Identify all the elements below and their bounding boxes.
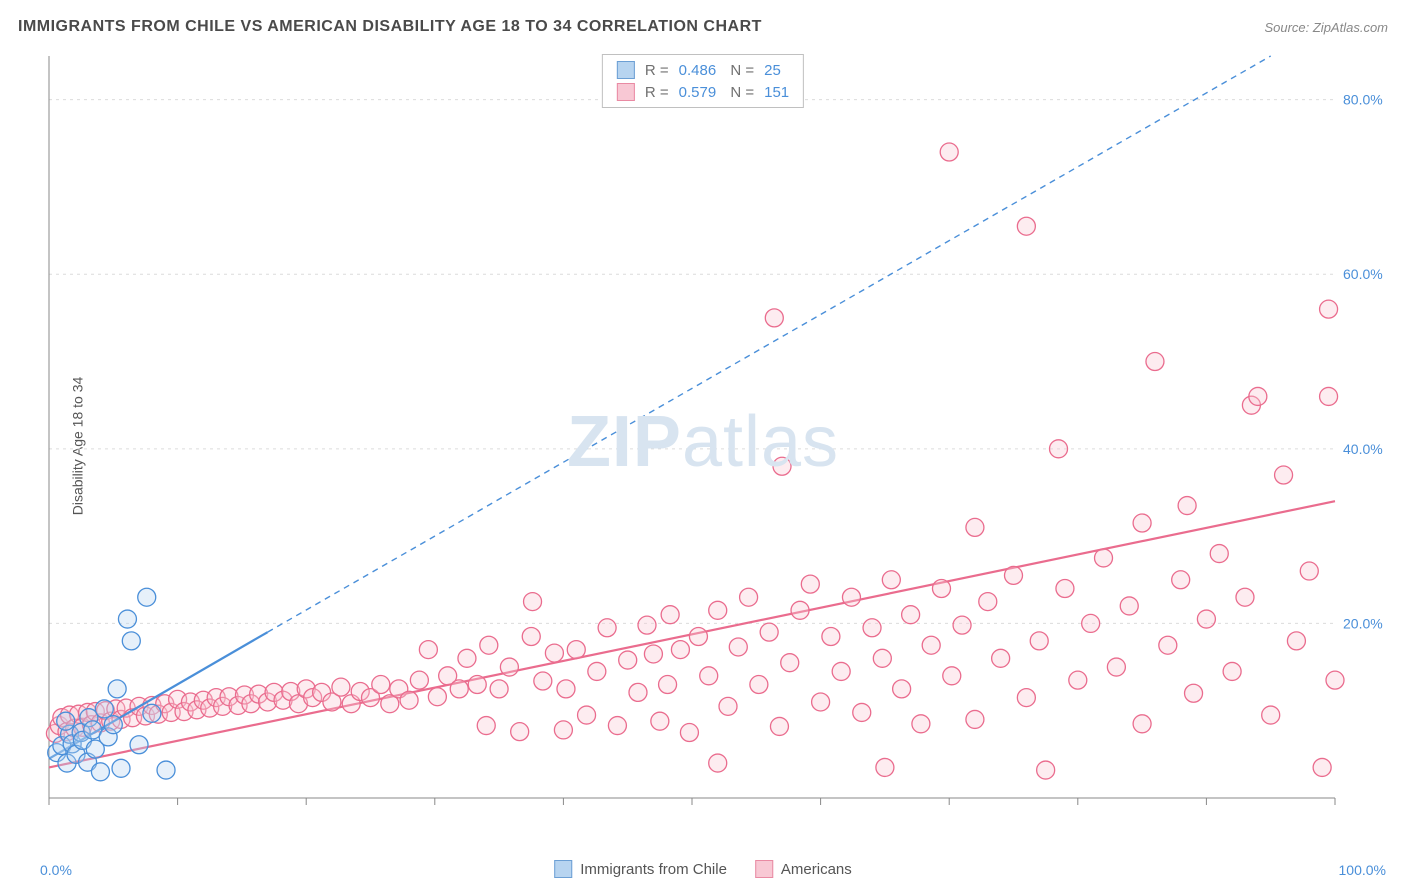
stat-r-value: 0.579 — [679, 84, 717, 101]
correlation-stats-box: R = 0.486 N = 25 R = 0.579 N = 151 — [602, 54, 804, 108]
stat-n-value: 151 — [764, 84, 789, 101]
legend-item: Americans — [755, 860, 852, 878]
swatch-icon — [617, 83, 635, 101]
x-axis-start-label: 0.0% — [40, 862, 72, 878]
x-axis-end-label: 100.0% — [1339, 862, 1386, 878]
chart-plot-area: 20.0% 40.0% 60.0% 80.0% — [45, 52, 1385, 832]
stat-r-label: R = — [645, 84, 669, 101]
page-header: IMMIGRANTS FROM CHILE VS AMERICAN DISABI… — [18, 18, 1388, 36]
swatch-icon — [617, 61, 635, 79]
stat-n-label: N = — [726, 84, 754, 101]
stats-row: R = 0.579 N = 151 — [617, 83, 789, 101]
stat-r-value: 0.486 — [679, 62, 717, 79]
stat-n-label: N = — [726, 62, 754, 79]
stats-row: R = 0.486 N = 25 — [617, 61, 789, 79]
svg-text:40.0%: 40.0% — [1343, 441, 1383, 457]
swatch-icon — [554, 860, 572, 878]
legend-label: Immigrants from Chile — [580, 861, 727, 878]
chart-source-credit: Source: ZipAtlas.com — [1264, 20, 1388, 35]
bottom-legend: Immigrants from Chile Americans — [554, 860, 852, 878]
swatch-icon — [755, 860, 773, 878]
stat-n-value: 25 — [764, 62, 781, 79]
scatter-chart-svg: 20.0% 40.0% 60.0% 80.0% — [45, 52, 1385, 832]
legend-label: Americans — [781, 861, 852, 878]
svg-text:20.0%: 20.0% — [1343, 615, 1383, 631]
legend-item: Immigrants from Chile — [554, 860, 727, 878]
stat-r-label: R = — [645, 62, 669, 79]
svg-text:80.0%: 80.0% — [1343, 92, 1383, 108]
chart-title: IMMIGRANTS FROM CHILE VS AMERICAN DISABI… — [18, 18, 762, 36]
svg-text:60.0%: 60.0% — [1343, 266, 1383, 282]
